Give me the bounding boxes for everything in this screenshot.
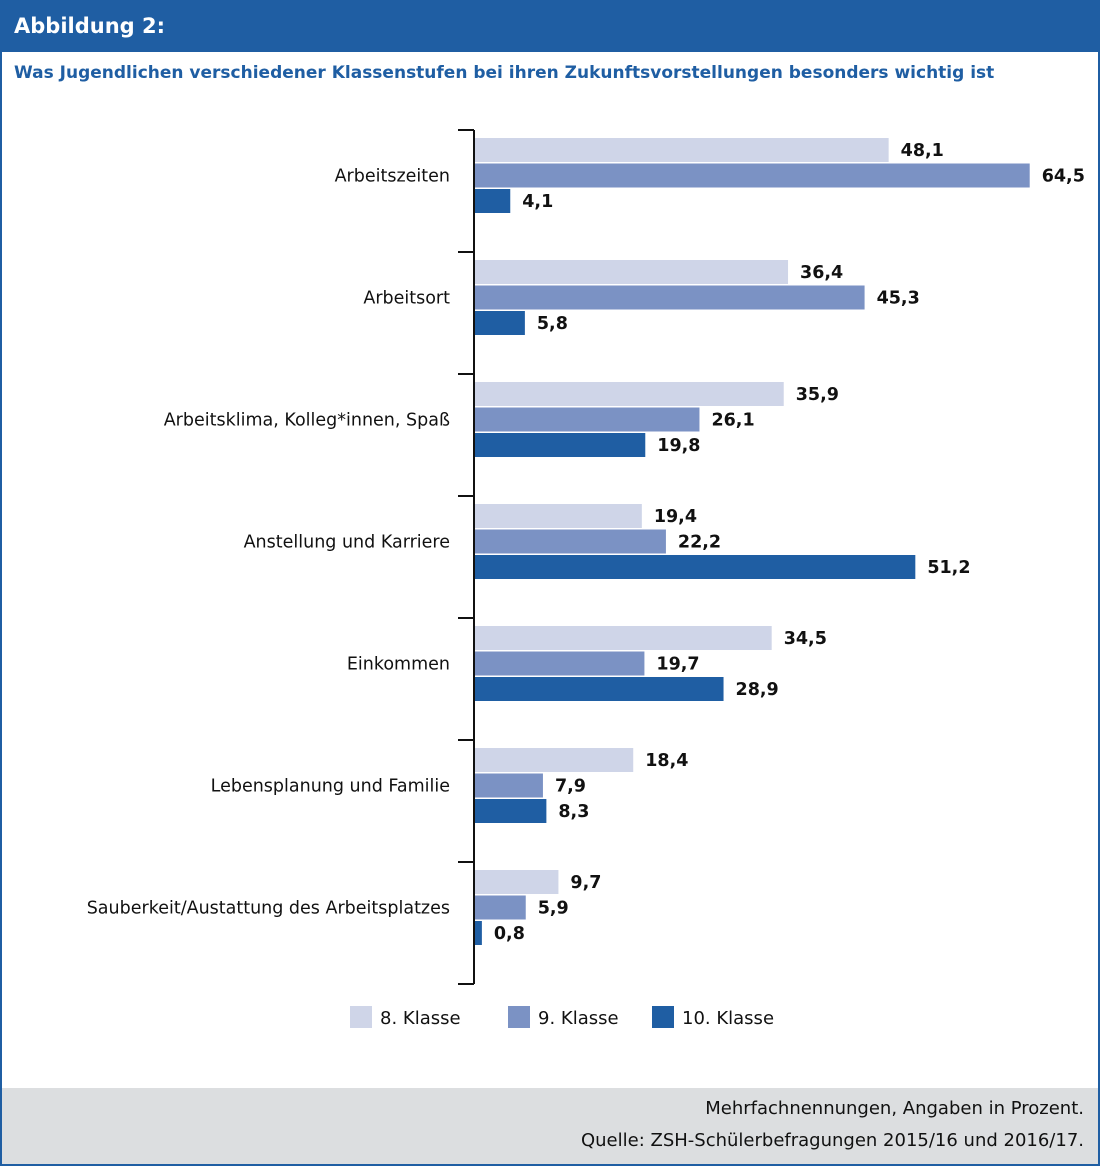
- data-label: 5,9: [538, 899, 569, 919]
- data-label: 22,2: [678, 533, 721, 553]
- bar: [475, 677, 724, 701]
- figure-label: Abbildung 2:: [14, 14, 165, 38]
- category-label: Sauberkeit/Austattung des Arbeitsplatzes: [87, 899, 450, 919]
- bar: [475, 285, 865, 310]
- data-label: 19,8: [657, 436, 700, 456]
- data-label: 8,3: [558, 802, 589, 822]
- category-label: Arbeitsort: [363, 289, 450, 309]
- data-label: 64,5: [1042, 167, 1085, 187]
- data-label: 48,1: [901, 141, 944, 161]
- bar: [475, 921, 482, 945]
- category-label: Arbeitsklima, Kolleg*innen, Spaß: [164, 411, 450, 431]
- footer-note: Mehrfachnennungen, Angaben in Prozent.: [705, 1098, 1084, 1119]
- data-label: 18,4: [645, 751, 688, 771]
- footer: Mehrfachnennungen, Angaben in Prozent. Q…: [2, 1088, 1098, 1164]
- bar: [475, 870, 559, 894]
- bar: [475, 311, 525, 335]
- chart-title: Was Jugendlichen verschiedener Klassenst…: [14, 63, 995, 83]
- data-label: 9,7: [570, 873, 601, 893]
- legend-label: 9. Klasse: [538, 1008, 619, 1029]
- footer-source: Quelle: ZSH-Schülerbefragungen 2015/16 u…: [580, 1130, 1084, 1151]
- data-label: 28,9: [736, 680, 779, 700]
- data-label: 19,4: [654, 507, 697, 527]
- bar: [475, 260, 789, 284]
- category-label: Arbeitszeiten: [335, 167, 450, 187]
- bar: [475, 626, 772, 650]
- bar: [475, 748, 634, 772]
- legend-swatch: [508, 1006, 530, 1028]
- bar: [475, 529, 666, 554]
- bar: [475, 407, 700, 432]
- legend-swatch: [652, 1006, 674, 1028]
- legend-label: 8. Klasse: [380, 1008, 461, 1029]
- bar: [475, 555, 916, 579]
- data-label: 0,8: [494, 924, 525, 944]
- bar: [475, 163, 1030, 188]
- category-label: Einkommen: [347, 655, 450, 675]
- bar: [475, 895, 526, 920]
- bar: [475, 433, 646, 457]
- figure-header: Abbildung 2:: [0, 0, 1100, 52]
- data-label: 4,1: [522, 192, 553, 212]
- data-label: 45,3: [877, 289, 920, 309]
- data-label: 34,5: [784, 629, 827, 649]
- bar: [475, 773, 543, 798]
- data-label: 26,1: [711, 411, 754, 431]
- category-label: Lebensplanung und Familie: [211, 777, 450, 797]
- data-label: 35,9: [796, 385, 839, 405]
- data-label: 7,9: [555, 777, 586, 797]
- data-label: 36,4: [800, 263, 843, 283]
- bar: [475, 651, 645, 676]
- bar: [475, 138, 889, 162]
- data-label: 51,2: [927, 558, 970, 578]
- bar: [475, 504, 642, 528]
- data-label: 19,7: [656, 655, 699, 675]
- category-label: Anstellung und Karriere: [244, 533, 450, 553]
- data-label: 5,8: [537, 314, 568, 334]
- bar: [475, 382, 784, 406]
- legend-swatch: [350, 1006, 372, 1028]
- bar: [475, 799, 547, 823]
- legend-label: 10. Klasse: [682, 1008, 774, 1029]
- bar: [475, 189, 511, 213]
